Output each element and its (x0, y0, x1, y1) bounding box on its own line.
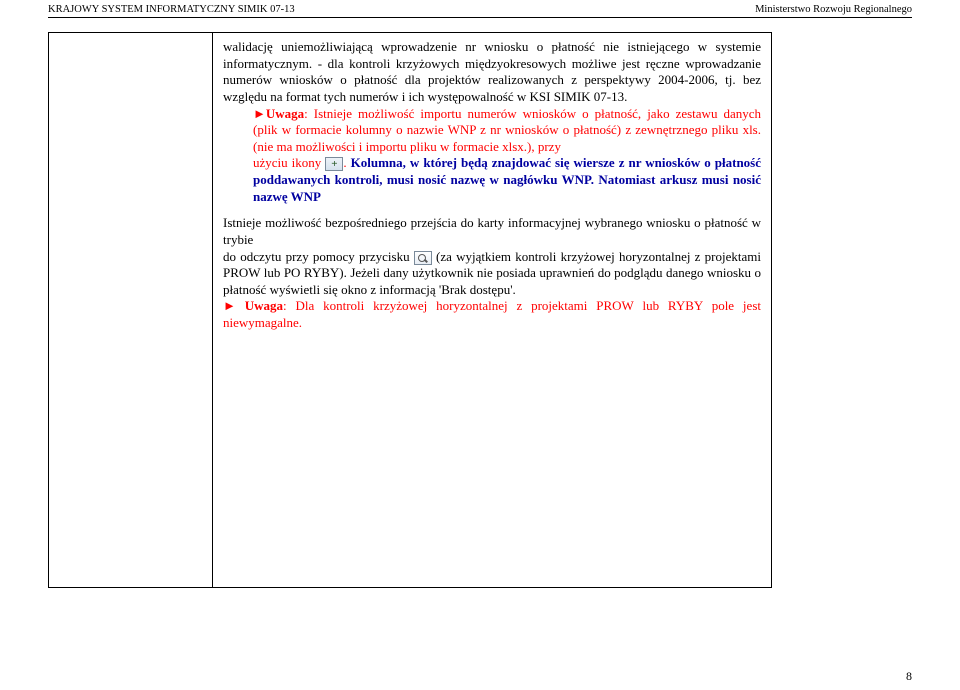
uwaga1-text: ►Uwaga: Istnieje możliwość importu numer… (253, 106, 761, 156)
uwaga2-prefix: ► Uwaga (223, 298, 283, 313)
content-area: walidację uniemożliwiającą wprowadzenie … (0, 18, 960, 596)
import-plus-icon (325, 157, 343, 171)
uwaga1-icon-line: użyciu ikony . Kolumna, w której będą zn… (253, 155, 761, 205)
magnifier-icon (414, 251, 432, 265)
uwaga-block-1: ►Uwaga: Istnieje możliwość importu numer… (223, 106, 761, 206)
p2b-text: do odczytu przy pomocy przycisku (223, 249, 414, 264)
table-right-column: walidację uniemożliwiającą wprowadzenie … (212, 32, 772, 588)
page-header: KRAJOWY SYSTEM INFORMATYCZNY SIMIK 07-13… (0, 0, 960, 17)
paragraph-intro: walidację uniemożliwiającą wprowadzenie … (223, 39, 761, 106)
uwaga1-part-a: : Istnieje możliwość importu numerów wni… (253, 106, 761, 154)
paragraph-2a: Istnieje możliwość bezpośredniego przejś… (223, 215, 761, 248)
header-right: Ministerstwo Rozwoju Regionalnego (755, 4, 912, 15)
paragraph-2b: do odczytu przy pomocy przycisku (za wyj… (223, 249, 761, 299)
header-left: KRAJOWY SYSTEM INFORMATYCZNY SIMIK 07-13 (48, 4, 295, 15)
spacer (223, 205, 761, 215)
table-left-column (48, 32, 212, 588)
uwaga1-prefix: ►Uwaga (253, 106, 304, 121)
uwaga1-part-b: użyciu ikony (253, 155, 325, 170)
page-number: 8 (906, 669, 912, 684)
uwaga-block-2: ► Uwaga: Dla kontroli krzyżowej horyzont… (223, 298, 761, 331)
uwaga2-rest: : Dla kontroli krzyżowej horyzontalnej z… (223, 298, 761, 330)
uwaga1-part-c: . (343, 155, 350, 170)
